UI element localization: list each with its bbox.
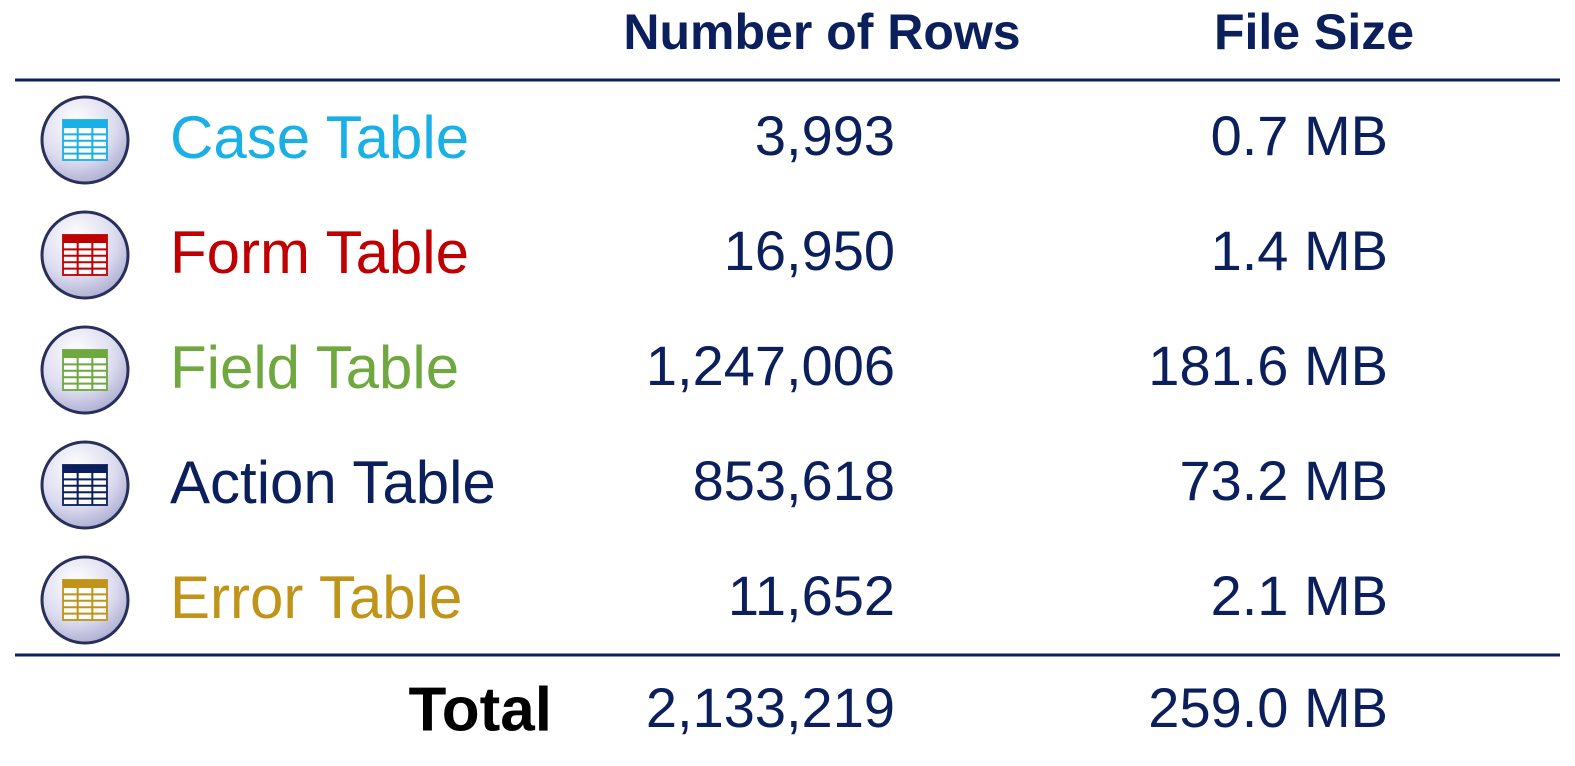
table-icon xyxy=(40,440,130,530)
row-name: Form Table xyxy=(170,219,469,286)
column-header: Number of Rows xyxy=(623,4,1020,60)
column-header: File Size xyxy=(1214,4,1414,60)
icon-grid-head xyxy=(63,235,107,243)
icon-grid-head xyxy=(63,120,107,128)
table-icon xyxy=(40,95,130,185)
row-count: 853,618 xyxy=(693,449,895,512)
icon-grid-head xyxy=(63,465,107,473)
row-count: 1,247,006 xyxy=(646,334,895,397)
icon-grid-head xyxy=(63,350,107,358)
row-name: Action Table xyxy=(170,449,496,516)
table-icon xyxy=(40,555,130,645)
row-count: 3,993 xyxy=(755,104,895,167)
total-label: Total xyxy=(409,675,553,744)
row-count: 11,652 xyxy=(728,564,895,627)
row-size: 1.4 MB xyxy=(1211,219,1388,282)
row-name: Error Table xyxy=(170,564,462,631)
table-icon xyxy=(40,210,130,300)
total-rows: 2,133,219 xyxy=(646,676,895,739)
table-icon xyxy=(40,325,130,415)
row-size: 0.7 MB xyxy=(1211,104,1388,167)
row-count: 16,950 xyxy=(724,219,895,282)
row-size: 181.6 MB xyxy=(1148,334,1388,397)
total-size: 259.0 MB xyxy=(1148,676,1388,739)
row-size: 2.1 MB xyxy=(1211,564,1388,627)
row-name: Field Table xyxy=(170,334,459,401)
row-name: Case Table xyxy=(170,104,469,171)
row-size: 73.2 MB xyxy=(1179,449,1388,512)
icon-grid-head xyxy=(63,580,107,588)
